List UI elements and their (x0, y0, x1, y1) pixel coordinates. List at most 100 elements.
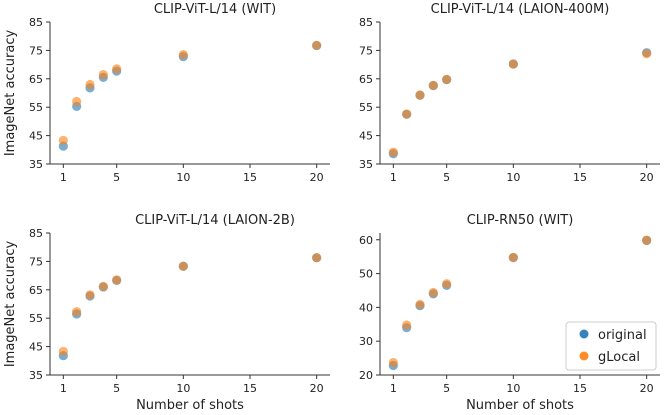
point-glocal (112, 275, 122, 285)
data-points (58, 40, 322, 151)
panel-vit-l14-wit: CLIP-ViT-L/14 (WIT) ImageNet accuracy 35… (3, 2, 330, 184)
point-glocal (178, 50, 188, 60)
point-glocal (388, 357, 398, 368)
x-tick-label: 20 (310, 171, 324, 184)
point-glocal (388, 147, 398, 157)
point-glocal (508, 252, 518, 262)
x-tick-label: 1 (390, 171, 397, 184)
y-ticks: 35 45 55 65 75 85 (29, 16, 50, 171)
point-glocal (642, 235, 652, 245)
x-tick-label: 20 (310, 382, 324, 395)
data-points (58, 253, 322, 361)
y-axis-label: ImageNet accuracy (3, 241, 18, 368)
data-points (388, 48, 652, 159)
y-tick-label: 60 (359, 234, 373, 247)
point-glocal (112, 64, 122, 74)
panel-title: CLIP-RN50 (WIT) (467, 213, 574, 228)
y-tick-label: 35 (359, 158, 373, 171)
panel-title: CLIP-ViT-L/14 (LAION-2B) (135, 213, 295, 228)
y-tick-label: 45 (29, 130, 43, 143)
y-tick-label: 45 (29, 341, 43, 354)
y-tick-label: 55 (29, 101, 43, 114)
x-tick-label: 1 (390, 382, 397, 395)
panel-rn50-wit: CLIP-RN50 (WIT) Number of shots 20 30 40 50… (359, 213, 660, 413)
y-tick-label: 40 (359, 301, 373, 314)
y-tick-label: 85 (359, 16, 373, 29)
y-tick-label: 45 (359, 130, 373, 143)
data-points (388, 235, 652, 371)
point-glocal (508, 59, 518, 69)
y-ticks: 35 45 55 65 75 85 (29, 227, 50, 382)
point-glocal (85, 79, 95, 90)
point-glocal (442, 279, 452, 289)
y-tick-label: 65 (29, 73, 43, 86)
y-tick-label: 30 (359, 335, 373, 348)
point-glocal (98, 69, 108, 80)
panel-title: CLIP-ViT-L/14 (WIT) (154, 2, 276, 17)
point-glocal (85, 290, 95, 300)
y-ticks: 20 30 40 50 60 (359, 234, 380, 382)
panel-vit-l14-laion-2b: CLIP-ViT-L/14 (LAION-2B) ImageNet accura… (3, 213, 330, 413)
x-tick-label: 10 (506, 382, 520, 395)
point-glocal (415, 299, 425, 309)
y-axis-label: ImageNet accuracy (3, 30, 18, 157)
y-tick-label: 85 (29, 227, 43, 240)
legend-marker-original (579, 329, 589, 339)
y-tick-label: 55 (29, 312, 43, 325)
point-glocal (402, 109, 412, 119)
point-glocal (402, 320, 412, 330)
point-glocal (642, 49, 652, 59)
point-glocal (442, 74, 452, 84)
x-ticks: 1 5 10 15 20 (390, 375, 654, 395)
y-tick-label: 75 (359, 44, 373, 57)
point-glocal (415, 90, 425, 100)
legend-label-original: original (598, 328, 647, 343)
point-glocal (312, 253, 322, 263)
y-tick-label: 35 (29, 158, 43, 171)
x-tick-label: 15 (573, 382, 587, 395)
x-tick-label: 10 (176, 382, 190, 395)
y-tick-label: 65 (359, 73, 373, 86)
y-tick-label: 50 (359, 268, 373, 281)
point-glocal (428, 287, 438, 298)
x-ticks: 1 5 10 15 20 (60, 375, 324, 395)
x-axis-label: Number of shots (466, 398, 574, 413)
x-tick-label: 1 (60, 171, 67, 184)
x-tick-label: 15 (243, 382, 257, 395)
point-glocal (58, 346, 68, 357)
x-tick-label: 1 (60, 382, 67, 395)
point-glocal (312, 40, 322, 50)
y-tick-label: 85 (29, 16, 43, 29)
point-glocal (72, 307, 82, 317)
y-tick-label: 65 (29, 284, 43, 297)
x-tick-label: 10 (506, 171, 520, 184)
x-tick-label: 5 (443, 382, 450, 395)
panel-title: CLIP-ViT-L/14 (LAION-400M) (431, 2, 610, 17)
y-tick-label: 75 (29, 255, 43, 268)
x-tick-label: 20 (640, 382, 654, 395)
x-ticks: 1 5 10 15 20 (60, 164, 324, 184)
x-axis-label: Number of shots (136, 398, 244, 413)
point-glocal (178, 261, 188, 271)
legend: original gLocal (565, 321, 657, 371)
point-glocal (428, 80, 438, 90)
panel-vit-l14-laion-400m: CLIP-ViT-L/14 (LAION-400M) 354555657585 … (359, 2, 660, 184)
point-glocal (72, 96, 82, 107)
x-tick-label: 5 (113, 382, 120, 395)
legend-marker-glocal (579, 351, 589, 361)
x-tick-label: 15 (243, 171, 257, 184)
legend-label-glocal: gLocal (598, 350, 640, 365)
x-tick-label: 20 (640, 171, 654, 184)
x-tick-label: 5 (113, 171, 120, 184)
point-glocal (98, 281, 108, 291)
x-tick-label: 15 (573, 171, 587, 184)
point-glocal (58, 135, 68, 146)
x-tick-label: 5 (443, 171, 450, 184)
y-tick-label: 35 (29, 369, 43, 382)
x-ticks: 1 5 10 15 20 (390, 164, 654, 184)
y-tick-label: 75 (29, 44, 43, 57)
y-ticks: 35 45 55 65 75 85 (359, 16, 380, 171)
x-tick-label: 10 (176, 171, 190, 184)
y-tick-label: 55 (359, 101, 373, 114)
